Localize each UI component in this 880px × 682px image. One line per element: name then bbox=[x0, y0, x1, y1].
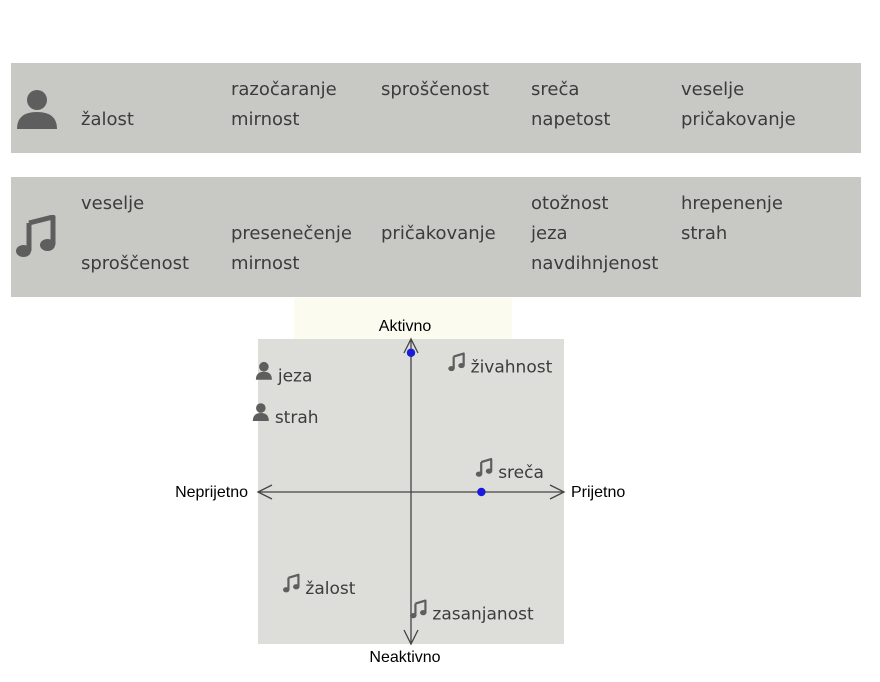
self-word-sproscenost[interactable]: sproščenost bbox=[381, 79, 490, 100]
music-note-icon bbox=[475, 458, 493, 477]
music-word-veselje[interactable]: veselje bbox=[81, 193, 145, 214]
axis-label-inactive: Neaktivno bbox=[369, 649, 440, 666]
chart-label-text: jeza bbox=[277, 367, 313, 387]
chart-label-zalost[interactable]: žalost bbox=[283, 573, 356, 599]
self-emotions-panel: razočaranje sproščenost sreča veselje žalost… bbox=[11, 63, 861, 153]
arrow-left-icon bbox=[256, 484, 273, 500]
chart-label-text: živahnost bbox=[471, 358, 553, 378]
chart-label-zivahnost[interactable]: živahnost bbox=[448, 352, 553, 378]
chart-label-strah[interactable]: strah bbox=[252, 403, 319, 428]
self-word-napetost[interactable]: napetost bbox=[531, 109, 611, 130]
self-word-veselje[interactable]: veselje bbox=[681, 79, 745, 100]
music-emotions-panel: veselje otožnost hrepenenje presenečenje pri… bbox=[11, 177, 861, 297]
music-note-icon bbox=[410, 599, 427, 619]
axis-label-pleasant: Prijetno bbox=[571, 484, 625, 501]
arrow-down-icon bbox=[403, 629, 419, 646]
music-word-presenecenje[interactable]: presenečenje bbox=[231, 223, 352, 244]
music-word-jeza[interactable]: jeza bbox=[531, 223, 568, 244]
chart-label-text: strah bbox=[275, 408, 319, 428]
chart-label-zasanjanost[interactable]: zasanjanost bbox=[410, 599, 534, 625]
chart-highlight-area bbox=[294, 298, 512, 339]
self-word-razocaranje[interactable]: razočaranje bbox=[231, 79, 337, 100]
music-word-sproscenost[interactable]: sproščenost bbox=[81, 253, 190, 274]
axis-label-unpleasant: Neprijetno bbox=[175, 484, 248, 501]
music-word-otoznost[interactable]: otožnost bbox=[531, 193, 609, 214]
chart-axes bbox=[256, 337, 566, 646]
music-note-icon bbox=[283, 573, 300, 593]
music-word-mirnost[interactable]: mirnost bbox=[231, 253, 300, 274]
music-note-icon bbox=[448, 352, 465, 372]
music-note-icon bbox=[16, 215, 56, 257]
chart-points bbox=[406, 348, 486, 497]
person-icon bbox=[17, 90, 57, 129]
arrow-up-icon bbox=[403, 337, 419, 354]
axis-label-active: Aktivno bbox=[379, 318, 432, 335]
music-word-pricakovanje[interactable]: pričakovanje bbox=[381, 223, 496, 244]
self-word-zalost[interactable]: žalost bbox=[81, 109, 134, 130]
person-icon bbox=[252, 403, 269, 422]
music-word-strah[interactable]: strah bbox=[681, 223, 728, 244]
chart-emotion-labels: jeza strah živahnost sreča žalost zasanjanost bbox=[252, 352, 553, 625]
chart-label-text: zasanjanost bbox=[432, 605, 534, 625]
chart-label-jeza[interactable]: jeza bbox=[255, 361, 313, 387]
music-word-hrepenenje[interactable]: hrepenenje bbox=[681, 193, 783, 214]
chart-label-text: žalost bbox=[305, 579, 355, 599]
person-icon bbox=[255, 361, 272, 380]
chart-label-sreca[interactable]: sreča bbox=[475, 458, 544, 483]
self-word-mirnost[interactable]: mirnost bbox=[231, 109, 300, 130]
music-word-navdihnjenost[interactable]: navdihnjenost bbox=[531, 253, 659, 274]
arrow-right-icon bbox=[549, 484, 566, 500]
chart-point-1[interactable] bbox=[406, 348, 416, 357]
chart-point-2[interactable] bbox=[477, 487, 486, 497]
chart-label-text: sreča bbox=[498, 463, 544, 483]
self-word-sreca[interactable]: sreča bbox=[531, 79, 580, 100]
self-word-pricakovanje[interactable]: pričakovanje bbox=[681, 109, 796, 130]
